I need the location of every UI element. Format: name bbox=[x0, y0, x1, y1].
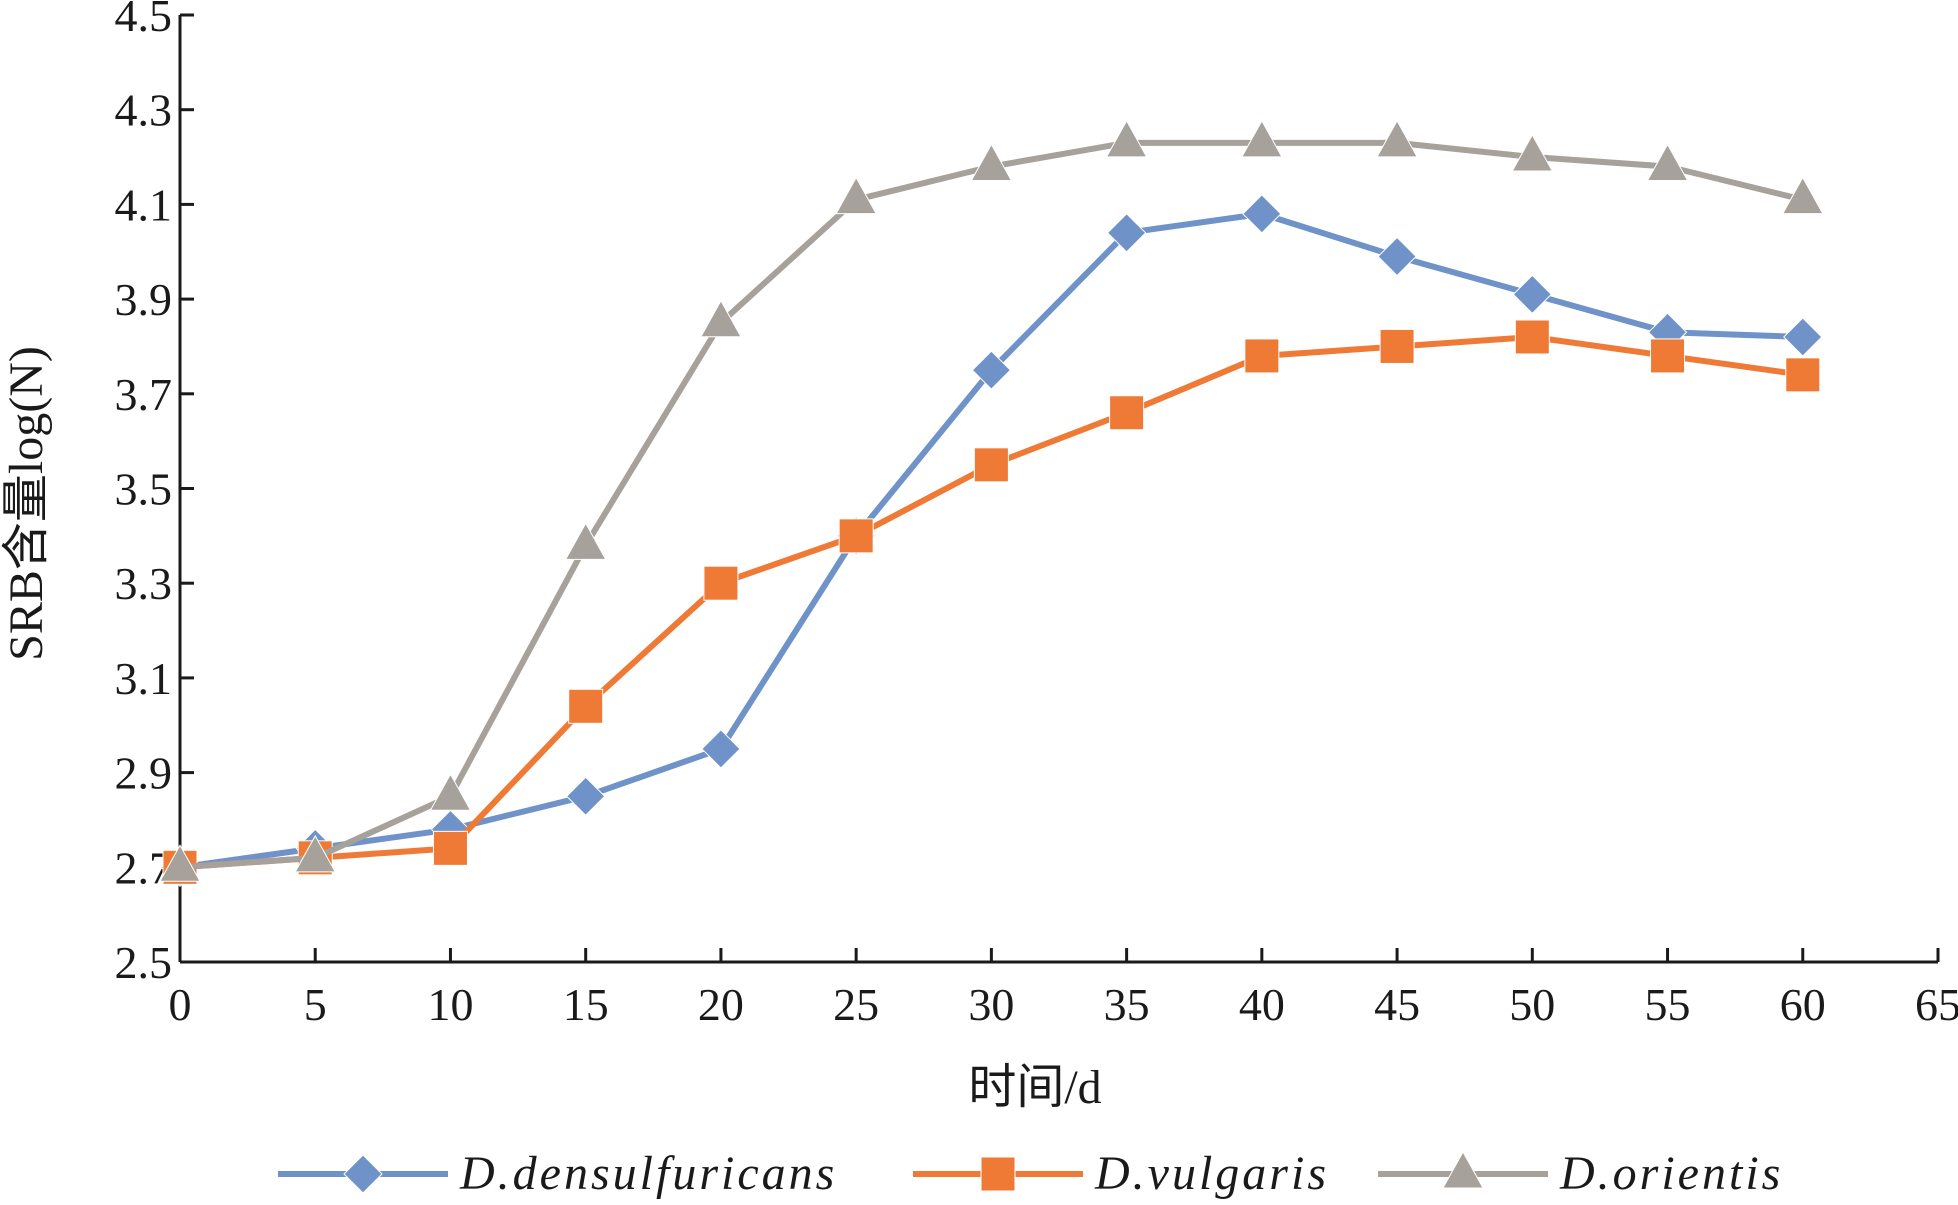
y-tick-label: 2.5 bbox=[115, 937, 173, 988]
series-group bbox=[160, 121, 1823, 886]
data-point bbox=[1243, 195, 1281, 233]
data-point bbox=[1107, 121, 1147, 157]
y-tick-label: 3.5 bbox=[115, 464, 173, 515]
data-point bbox=[1110, 396, 1144, 430]
data-point bbox=[1377, 121, 1417, 157]
legend-item: D.orientis bbox=[1378, 1147, 1783, 1200]
data-point bbox=[1378, 237, 1416, 275]
series-diamond bbox=[161, 195, 1822, 886]
data-point bbox=[1513, 275, 1551, 313]
series-square bbox=[163, 320, 1820, 884]
legend-label: D.vulgaris bbox=[1094, 1147, 1329, 1200]
x-axis-title: 时间/d bbox=[968, 1061, 1101, 1114]
x-tick-label: 40 bbox=[1239, 979, 1285, 1030]
series-line bbox=[180, 143, 1803, 867]
series-triangle bbox=[160, 121, 1823, 881]
series-line bbox=[180, 337, 1803, 867]
data-point bbox=[839, 519, 873, 553]
x-tick-label: 55 bbox=[1645, 979, 1691, 1030]
x-tick-label: 5 bbox=[304, 979, 327, 1030]
data-point bbox=[704, 566, 738, 600]
legend-item: D.vulgaris bbox=[913, 1147, 1329, 1200]
data-point bbox=[430, 774, 470, 810]
data-point bbox=[1242, 121, 1282, 157]
data-point bbox=[1380, 329, 1414, 363]
data-point bbox=[1651, 339, 1685, 373]
legend-marker bbox=[344, 1155, 382, 1193]
data-point bbox=[433, 831, 467, 865]
x-tick-label: 50 bbox=[1509, 979, 1555, 1030]
y-axis-title: SRB含量log(N) bbox=[0, 346, 53, 661]
y-tick-label: 3.3 bbox=[115, 558, 173, 609]
data-point bbox=[1784, 318, 1822, 356]
data-point bbox=[567, 777, 605, 815]
legend-label: D.orientis bbox=[1559, 1147, 1783, 1200]
data-point bbox=[1245, 339, 1279, 373]
legend-item: D.densulfuricans bbox=[278, 1147, 837, 1200]
data-point bbox=[1515, 320, 1549, 354]
x-tick-label: 30 bbox=[968, 979, 1014, 1030]
data-point bbox=[569, 689, 603, 723]
x-tick-label: 15 bbox=[563, 979, 609, 1030]
data-point bbox=[1648, 145, 1688, 181]
data-point bbox=[702, 730, 740, 768]
y-tick-label: 2.9 bbox=[115, 748, 173, 799]
series-line bbox=[180, 214, 1803, 867]
y-tick-label: 3.1 bbox=[115, 653, 173, 704]
y-tick-label: 3.9 bbox=[115, 274, 173, 325]
legend-label: D.densulfuricans bbox=[459, 1147, 837, 1200]
x-axis-ticks: 0 5 10 15 20 25 30 35 40 45 50 55 60 65 bbox=[169, 948, 1958, 1030]
x-tick-label: 60 bbox=[1780, 979, 1826, 1030]
y-tick-label: 4.3 bbox=[115, 85, 173, 136]
y-tick-label: 4.1 bbox=[115, 179, 173, 230]
x-tick-label: 65 bbox=[1915, 979, 1958, 1030]
x-tick-label: 35 bbox=[1104, 979, 1150, 1030]
y-tick-label: 3.7 bbox=[115, 369, 173, 420]
legend-marker bbox=[981, 1157, 1015, 1191]
y-tick-label: 4.5 bbox=[115, 0, 173, 41]
x-tick-label: 20 bbox=[698, 979, 744, 1030]
data-point bbox=[974, 448, 1008, 482]
x-tick-label: 45 bbox=[1374, 979, 1420, 1030]
data-point bbox=[566, 523, 606, 559]
x-tick-label: 0 bbox=[169, 979, 192, 1030]
x-tick-label: 10 bbox=[427, 979, 473, 1030]
x-tick-label: 25 bbox=[833, 979, 879, 1030]
legend-marker bbox=[1443, 1152, 1483, 1188]
data-point bbox=[1786, 358, 1820, 392]
y-axis-ticks: 2.52.72.93.13.33.53.73.94.14.34.5 bbox=[115, 0, 195, 988]
legend: D.densulfuricans D.vulgaris D.orientis bbox=[278, 1147, 1783, 1200]
